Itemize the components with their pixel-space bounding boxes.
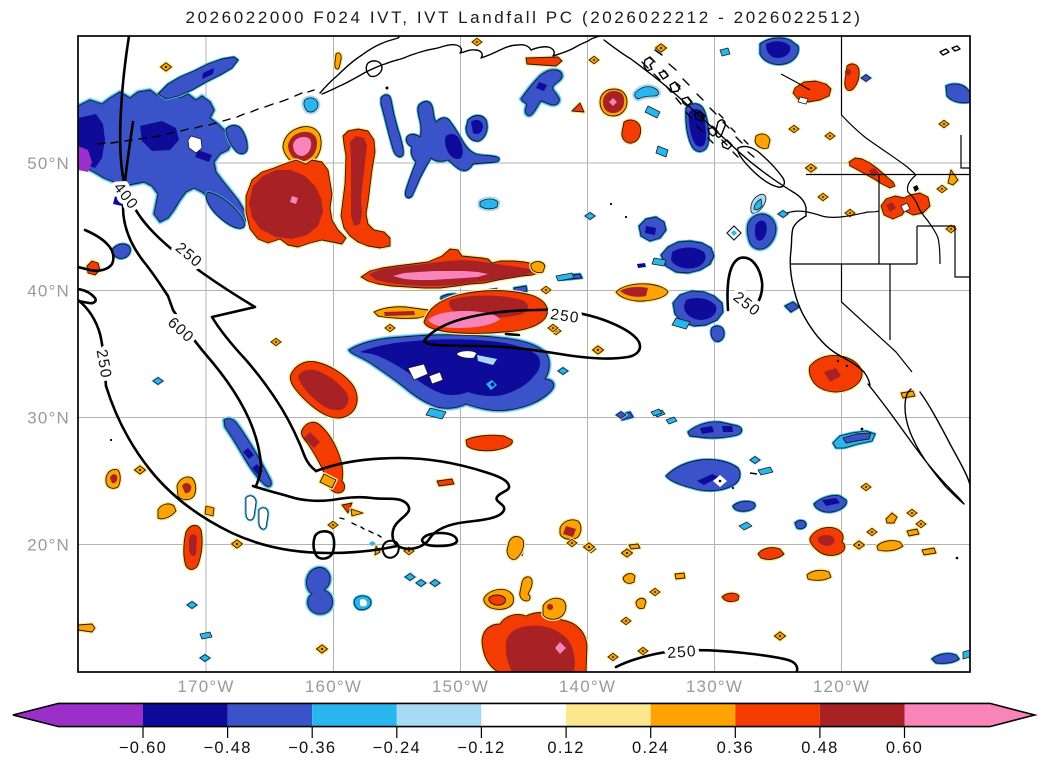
svg-text:30°N: 30°N	[27, 409, 70, 428]
svg-text:0.24: 0.24	[632, 739, 669, 757]
svg-text:−0.48: −0.48	[203, 739, 251, 757]
svg-text:20°N: 20°N	[27, 536, 70, 555]
svg-text:120°W: 120°W	[813, 677, 870, 696]
svg-text:40°N: 40°N	[27, 282, 70, 301]
svg-text:50°N: 50°N	[27, 154, 70, 173]
svg-text:150°W: 150°W	[432, 677, 489, 696]
svg-text:2026022000 F024 IVT, IVT Landf: 2026022000 F024 IVT, IVT Landfall PC (20…	[186, 8, 863, 27]
svg-text:−0.36: −0.36	[288, 739, 336, 757]
svg-text:−0.12: −0.12	[457, 739, 505, 757]
svg-text:140°W: 140°W	[559, 677, 616, 696]
svg-text:0.36: 0.36	[717, 739, 754, 757]
svg-text:−0.24: −0.24	[373, 739, 421, 757]
svg-text:0.60: 0.60	[886, 739, 923, 757]
svg-text:130°W: 130°W	[686, 677, 743, 696]
svg-text:160°W: 160°W	[305, 677, 362, 696]
svg-text:−0.60: −0.60	[119, 739, 167, 757]
svg-text:0.48: 0.48	[801, 739, 838, 757]
svg-text:0.12: 0.12	[547, 739, 584, 757]
svg-text:250: 250	[667, 643, 698, 662]
svg-text:170°W: 170°W	[177, 677, 234, 696]
